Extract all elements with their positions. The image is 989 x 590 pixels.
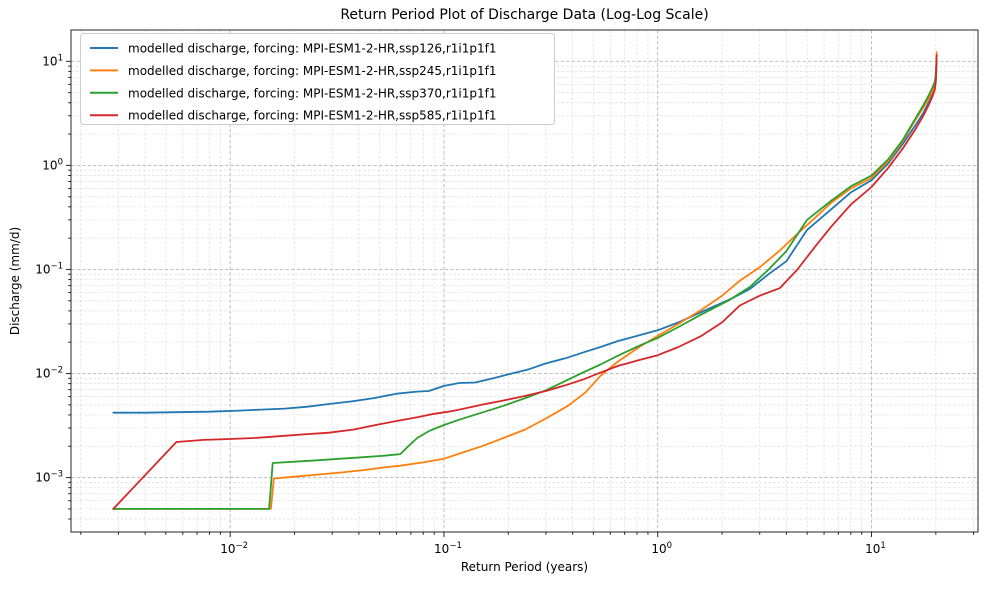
plot-border — [70, 29, 979, 533]
x-tick-label: 101 — [865, 541, 886, 556]
y-axis-label: Discharge (mm/d) — [8, 226, 22, 336]
y-tick-label: 100 — [42, 157, 63, 172]
legend-label: modelled discharge, forcing: MPI-ESM1-2-… — [128, 64, 496, 78]
y-tick-label: 10−3 — [35, 470, 63, 485]
x-tick-label: 10−1 — [434, 541, 462, 556]
legend-box — [80, 33, 555, 125]
x-tick-label: 10−2 — [220, 541, 248, 556]
legend: modelled discharge, forcing: MPI-ESM1-2-… — [80, 33, 555, 125]
series-line-ssp585 — [112, 54, 938, 510]
legend-label: modelled discharge, forcing: MPI-ESM1-2-… — [128, 109, 496, 123]
y-tick-label: 101 — [42, 53, 63, 68]
chart-title: Return Period Plot of Discharge Data (Lo… — [340, 7, 709, 23]
y-tick-label: 10−1 — [35, 261, 63, 276]
x-axis-label: Return Period (years) — [460, 560, 589, 574]
legend-label: modelled discharge, forcing: MPI-ESM1-2-… — [128, 86, 496, 100]
y-tick-label: 10−2 — [35, 366, 63, 381]
legend-label: modelled discharge, forcing: MPI-ESM1-2-… — [128, 42, 496, 56]
axis-ticks — [66, 60, 974, 537]
x-tick-label: 100 — [651, 541, 672, 556]
series-line-ssp370 — [112, 56, 938, 510]
series-line-ssp126 — [112, 58, 938, 414]
